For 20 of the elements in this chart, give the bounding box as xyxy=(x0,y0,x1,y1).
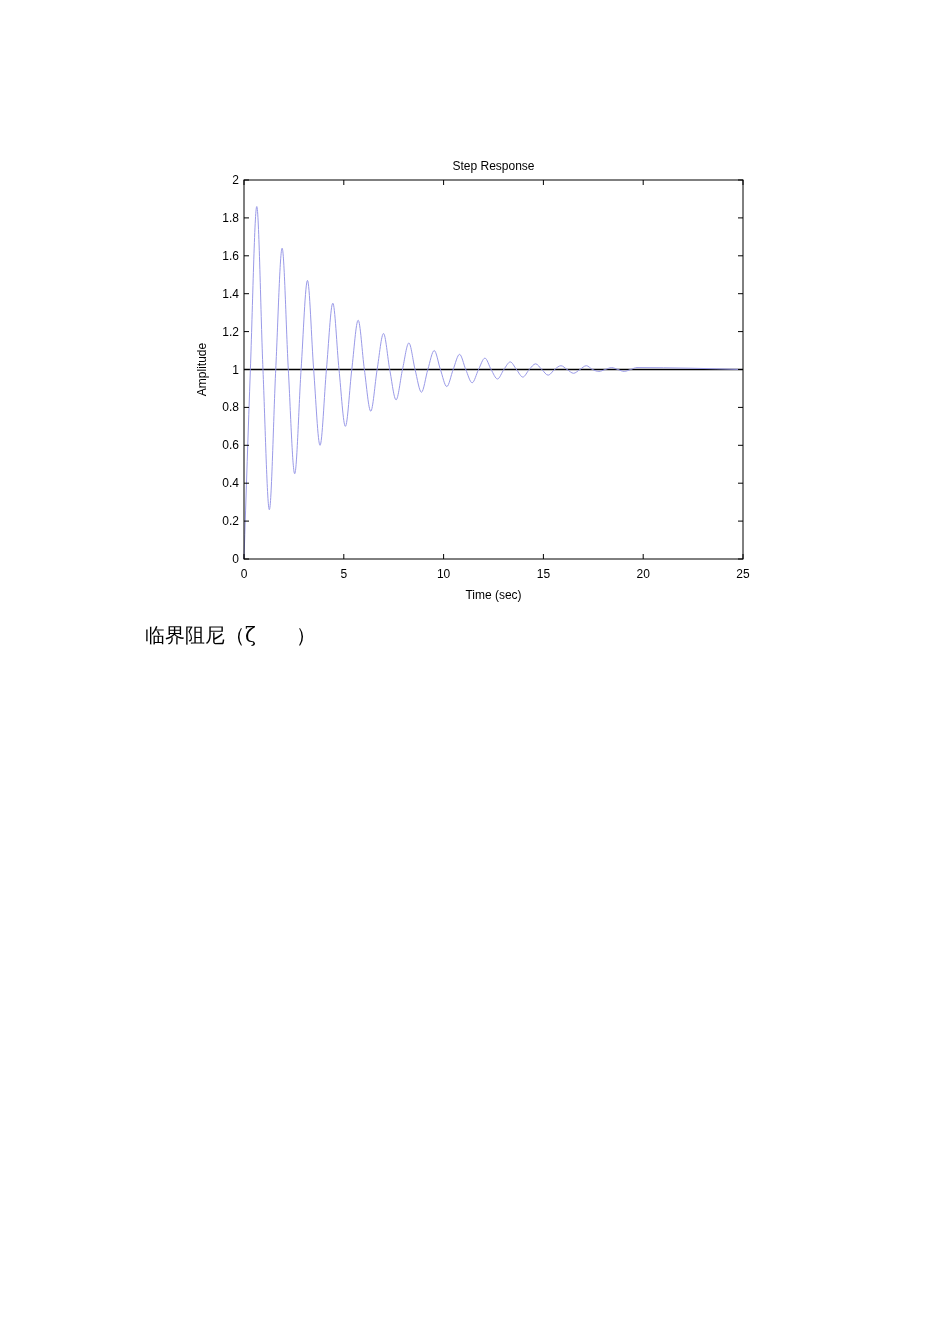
y-tick-label: 0.4 xyxy=(222,476,240,491)
y-tick-label: 0.6 xyxy=(222,438,240,453)
y-tick-label: 1.6 xyxy=(222,248,240,263)
y-tick-label: 0.8 xyxy=(222,400,240,415)
y-tick-label: 1 xyxy=(232,362,240,377)
chart-title: Step Response xyxy=(452,159,535,173)
y-tick-label: 1.8 xyxy=(222,210,240,225)
x-tick-label: 20 xyxy=(636,567,651,581)
y-tick-label: 1.4 xyxy=(222,286,240,301)
x-tick-label: 10 xyxy=(436,567,451,581)
text: 临界阻尼（ζ ） xyxy=(145,623,316,647)
y-tick-label: 2 xyxy=(232,173,240,187)
y-tick-label: 0 xyxy=(232,552,240,566)
y-tick-label: 0.2 xyxy=(222,514,240,529)
y-axis-title: Amplitude xyxy=(195,342,209,397)
x-tick-label: 25 xyxy=(736,567,750,581)
y-tick-label: 1.2 xyxy=(222,324,240,339)
x-tick-label: 15 xyxy=(536,567,551,581)
x-axis-title: Time (sec) xyxy=(465,588,522,602)
x-tick-label: 5 xyxy=(340,567,348,581)
